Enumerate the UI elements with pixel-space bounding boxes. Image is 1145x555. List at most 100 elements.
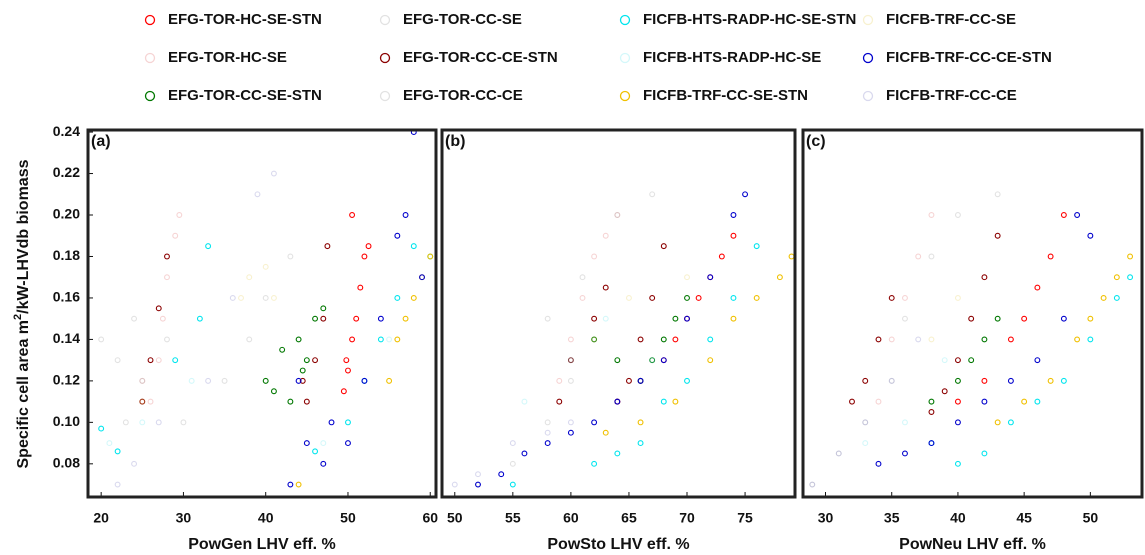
point [637, 336, 644, 343]
point [1087, 232, 1094, 239]
y-tick-label: 0.18 [53, 247, 80, 263]
point [915, 336, 922, 343]
point [303, 357, 310, 364]
point [1127, 253, 1134, 260]
point [287, 481, 294, 488]
panel-frame [86, 128, 438, 499]
point [567, 377, 574, 384]
point [614, 450, 621, 457]
point [114, 448, 121, 455]
point [1060, 377, 1067, 384]
point [1100, 294, 1107, 301]
point [928, 253, 935, 260]
point [303, 398, 310, 405]
legend-label: EFG-TOR-CC-CE-STN [403, 49, 558, 66]
point [1007, 419, 1014, 426]
point [498, 471, 505, 478]
point [221, 377, 228, 384]
point [320, 305, 327, 312]
point [1047, 377, 1054, 384]
point [1021, 398, 1028, 405]
point [637, 377, 644, 384]
point [164, 253, 170, 260]
point [246, 336, 253, 343]
y-tick-label: 0.20 [53, 206, 80, 222]
point [981, 336, 988, 343]
x-tick-label: 30 [818, 510, 834, 526]
point [649, 294, 656, 301]
point [410, 243, 417, 250]
point [279, 346, 286, 353]
point [98, 336, 105, 343]
point [660, 398, 667, 405]
point [730, 315, 737, 322]
point [928, 440, 935, 447]
point [591, 336, 598, 343]
point [994, 315, 1001, 322]
point [349, 336, 356, 343]
point [509, 440, 516, 447]
point [295, 377, 302, 384]
point [349, 212, 356, 218]
point [1007, 336, 1014, 343]
point [377, 315, 384, 322]
point [776, 274, 783, 281]
point [164, 274, 170, 281]
point [707, 336, 714, 343]
point [238, 294, 244, 301]
y-axis-label: Specific cell area m2/kW-LHVdb biomass [12, 159, 32, 468]
point [262, 377, 269, 384]
point [320, 460, 327, 467]
point [205, 377, 212, 384]
point [410, 294, 417, 301]
point [591, 336, 598, 343]
point [1021, 315, 1028, 322]
point [849, 398, 855, 405]
legend-marker [619, 90, 631, 102]
point [451, 481, 458, 488]
point [579, 294, 586, 301]
point [888, 294, 895, 301]
point [888, 336, 895, 343]
y-label-sup: 2 [12, 314, 24, 320]
point [602, 429, 609, 436]
x-tick-label: 40 [258, 510, 274, 526]
point [941, 388, 948, 395]
point [188, 377, 195, 384]
point [139, 377, 146, 384]
panel-label: (a) [91, 133, 111, 150]
point [270, 170, 277, 177]
y-label-part: /kW-LHVdb biomass [15, 159, 32, 313]
point [567, 357, 574, 364]
point [155, 357, 162, 364]
x-tick-label: 50 [1083, 510, 1099, 526]
point [295, 481, 302, 488]
x-tick-label: 75 [737, 510, 753, 526]
point [875, 398, 882, 405]
point [660, 357, 667, 364]
point [155, 305, 162, 312]
legend-marker [619, 52, 631, 64]
point [402, 212, 409, 218]
point [521, 398, 528, 405]
point [1127, 274, 1134, 281]
point [567, 429, 574, 436]
point [875, 336, 882, 343]
point [1074, 336, 1081, 343]
point [172, 232, 179, 239]
point [299, 377, 306, 384]
point [1074, 212, 1081, 218]
point [994, 191, 1001, 198]
point [591, 315, 598, 322]
point [172, 357, 179, 364]
legend-label: FICFB-HTS-RADP-HC-SE-STN [643, 11, 856, 28]
legend-marker [379, 14, 391, 26]
point [695, 294, 702, 301]
legend-marker [144, 90, 156, 102]
point [1034, 398, 1041, 405]
point [122, 419, 129, 426]
point [637, 440, 644, 447]
point [928, 212, 935, 218]
point [730, 232, 737, 239]
